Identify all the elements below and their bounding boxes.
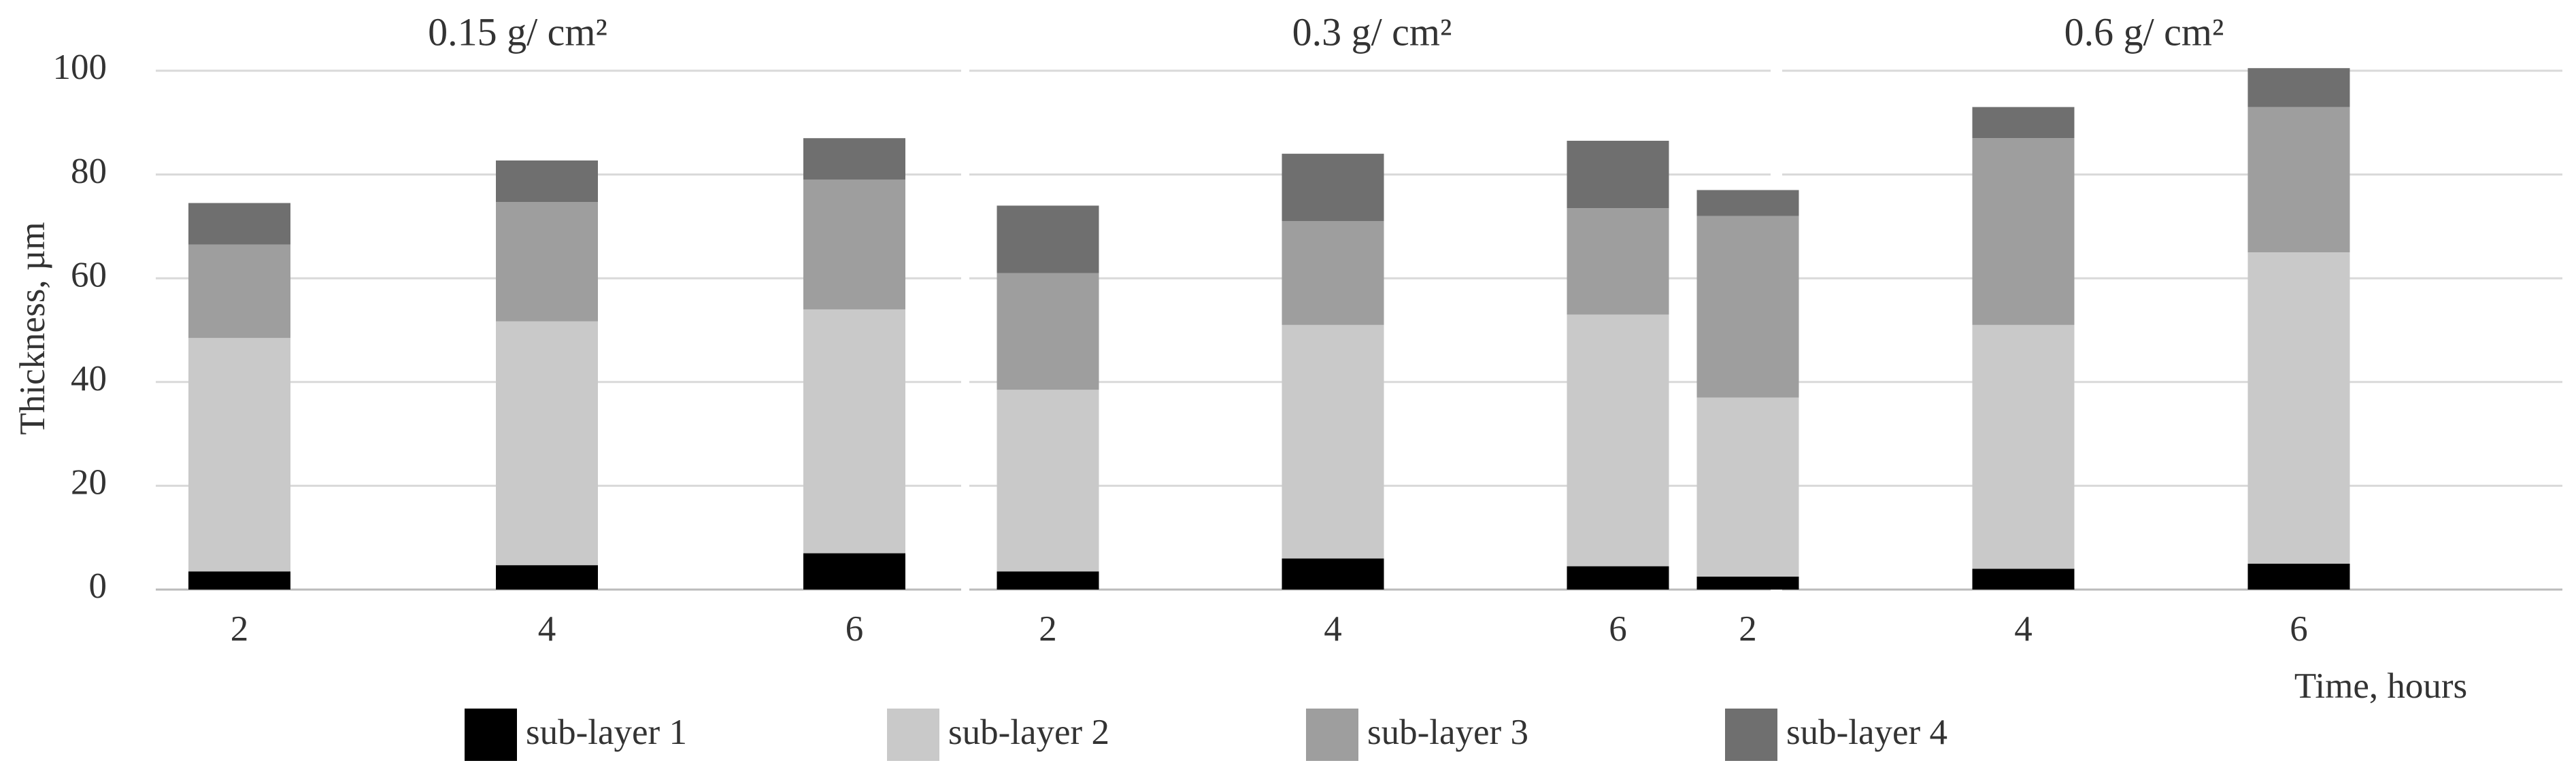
y-tick-label: 100 bbox=[53, 48, 107, 87]
y-axis-label: Thickness, µm bbox=[13, 222, 52, 435]
bar-segment bbox=[2247, 563, 2350, 590]
bar-segment bbox=[2247, 107, 2350, 253]
bar-segment bbox=[496, 321, 598, 566]
bar-segment bbox=[1972, 324, 2075, 569]
legend-swatch bbox=[1725, 709, 1777, 761]
bar-segment bbox=[496, 202, 598, 322]
bar-segment bbox=[496, 160, 598, 203]
x-tick-label: 2 bbox=[1739, 609, 1757, 649]
bar-segment bbox=[2247, 252, 2350, 564]
x-axis-label: Time, hours bbox=[2294, 666, 2467, 706]
x-tick-label: 6 bbox=[1609, 609, 1627, 649]
bar-segment bbox=[1567, 566, 1669, 590]
bar-segment bbox=[1282, 221, 1384, 325]
y-tick-label: 40 bbox=[71, 359, 107, 398]
panel-title: 0.15 g/ cm² bbox=[428, 10, 607, 54]
x-tick-label: 6 bbox=[2290, 609, 2308, 649]
bar-segment bbox=[1696, 397, 1799, 577]
panel-title: 0.6 g/ cm² bbox=[2064, 10, 2224, 54]
legend-swatch bbox=[887, 709, 939, 761]
x-tick-label: 2 bbox=[1039, 609, 1057, 649]
bar-segment bbox=[1567, 314, 1669, 566]
y-tick-label: 20 bbox=[71, 463, 107, 503]
legend-label: sub-layer 4 bbox=[1786, 713, 1947, 752]
bar-segment bbox=[1696, 576, 1799, 590]
bar-segment bbox=[1972, 107, 2075, 139]
legend-label: sub-layer 1 bbox=[526, 713, 687, 752]
bar-segment bbox=[188, 203, 290, 245]
bar-segment bbox=[1567, 208, 1669, 315]
bar-segment bbox=[803, 138, 905, 180]
bar-segment bbox=[997, 205, 1099, 273]
bar-segment bbox=[188, 337, 290, 572]
bar-segment bbox=[188, 244, 290, 338]
bar-segment bbox=[997, 571, 1099, 590]
x-tick-label: 4 bbox=[538, 609, 556, 649]
y-tick-label: 60 bbox=[71, 255, 107, 294]
bar-segment bbox=[188, 571, 290, 590]
legend-swatch bbox=[465, 709, 517, 761]
bar-segment bbox=[1972, 138, 2075, 325]
x-tick-label: 4 bbox=[2014, 609, 2033, 649]
x-tick-label: 4 bbox=[1324, 609, 1342, 649]
bar-segment bbox=[1282, 324, 1384, 559]
bar-segment bbox=[1567, 141, 1669, 209]
bar-segment bbox=[1696, 190, 1799, 216]
legend-label: sub-layer 2 bbox=[948, 713, 1109, 752]
x-tick-label: 2 bbox=[231, 609, 249, 649]
legend-label: sub-layer 3 bbox=[1367, 713, 1528, 752]
legend-swatch bbox=[1306, 709, 1358, 761]
bar-segment bbox=[803, 553, 905, 590]
x-tick-label: 6 bbox=[846, 609, 864, 649]
bar-segment bbox=[1282, 558, 1384, 590]
bar-segment bbox=[496, 565, 598, 590]
bar-segment bbox=[803, 180, 905, 309]
bar-segment bbox=[803, 309, 905, 554]
bar-segment bbox=[997, 273, 1099, 390]
panel-title: 0.3 g/ cm² bbox=[1292, 10, 1452, 54]
bar-segment bbox=[1972, 568, 2075, 590]
bar-segment bbox=[2247, 68, 2350, 107]
bar-segment bbox=[997, 390, 1099, 572]
y-tick-label: 80 bbox=[71, 152, 107, 191]
bar-segment bbox=[1282, 154, 1384, 222]
y-tick-label: 0 bbox=[89, 566, 107, 606]
bar-segment bbox=[1696, 216, 1799, 398]
